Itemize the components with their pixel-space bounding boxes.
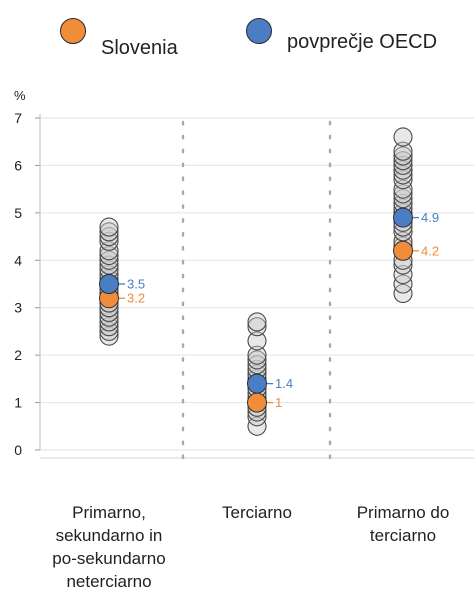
y-tick-label: 7 (14, 110, 22, 126)
country-point (393, 184, 413, 204)
data-label: 4.9 (421, 210, 439, 225)
legend-label-oecd: povprečje OECD (287, 31, 438, 53)
country-point (247, 317, 267, 337)
data-label: 4.2 (421, 243, 439, 258)
country-point (99, 245, 119, 266)
y-tick-label: 3 (14, 300, 22, 316)
country-point (99, 222, 119, 242)
y-tick-label: 0 (14, 442, 22, 458)
data-label: 1.4 (275, 376, 293, 391)
x-category-label-line: neterciarno (66, 572, 152, 591)
data-label: 3.5 (127, 277, 145, 292)
country-point (393, 127, 413, 147)
data-label: 3.2 (127, 291, 145, 306)
country-point (247, 312, 267, 332)
oecd-point (393, 207, 413, 228)
country-point (247, 350, 267, 370)
y-tick-label: 1 (14, 395, 22, 411)
y-axis-label: % (14, 88, 26, 103)
y-tick-label: 6 (14, 157, 22, 173)
country-point (99, 217, 119, 237)
x-category-label-line: Terciarno (222, 503, 292, 522)
y-tick-label: 5 (14, 205, 22, 221)
legend-marker-slovenia (60, 18, 86, 44)
legend: Slovenia povprečje OECD (0, 0, 474, 70)
country-point (393, 141, 413, 161)
x-category-label: Primarno do terciarno (328, 501, 474, 547)
data-label: 1 (275, 395, 282, 410)
x-category-label-line: sekundarno in (55, 526, 163, 545)
x-category-label-line: Primarno, (72, 503, 146, 522)
oecd-point (99, 274, 119, 294)
x-category-label-line: terciarno (369, 526, 437, 545)
x-category-label: Terciarno (182, 501, 332, 524)
legend-label-slovenia: Slovenia (101, 37, 178, 59)
x-category-label-line: Primarno do (356, 503, 450, 522)
country-point (247, 331, 267, 351)
slovenia-point (393, 240, 413, 261)
country-point (393, 146, 413, 166)
x-category-label: Primarno, sekundarno in po-sekundarno neter… (34, 501, 184, 593)
oecd-point (247, 373, 267, 394)
country-point (247, 345, 267, 365)
slovenia-point (247, 392, 267, 413)
y-tick-label: 2 (14, 347, 22, 363)
y-tick-label: 4 (14, 252, 22, 268)
x-category-label-line: po-sekundarno (52, 549, 166, 568)
legend-marker-oecd (246, 18, 272, 44)
